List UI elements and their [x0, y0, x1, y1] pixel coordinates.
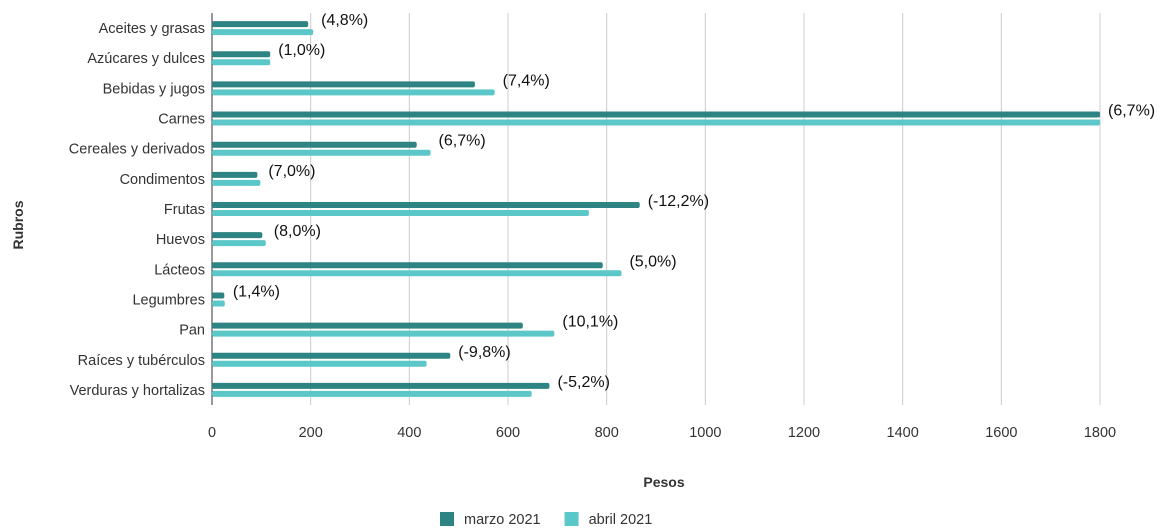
x-tick-label: 400	[397, 425, 421, 441]
x-tick-label: 0	[208, 425, 216, 441]
category-label: Condimentos	[120, 172, 205, 188]
x-tick-label: 1000	[689, 425, 721, 441]
category-label: Cereales y derivados	[69, 142, 205, 158]
bar	[212, 51, 271, 58]
legend: marzo 2021 abril 2021	[440, 512, 652, 528]
legend-swatch	[564, 512, 579, 526]
x-axis-title: Pesos	[643, 474, 684, 490]
x-tick-label: 1800	[1084, 425, 1116, 441]
category-label: Legumbres	[132, 292, 205, 308]
bar	[212, 232, 263, 239]
bar	[212, 149, 431, 156]
category-label: Azúcares y dulces	[87, 51, 205, 67]
data-label: (-5,2%)	[557, 374, 609, 391]
data-label: (6,7%)	[1108, 103, 1155, 120]
category-label: Raíces y tubérculos	[78, 353, 205, 369]
data-label: (7,4%)	[503, 72, 550, 89]
bar	[212, 322, 523, 329]
data-label: (8,0%)	[274, 223, 321, 240]
y-axis-title: Rubros	[10, 200, 26, 249]
category-label: Carnes	[158, 112, 205, 128]
bar	[212, 240, 266, 247]
bar	[212, 390, 532, 397]
data-label: (-9,8%)	[458, 344, 510, 361]
data-label: (4,8%)	[321, 12, 368, 29]
category-label: Pan	[179, 323, 205, 339]
data-label: (10,1%)	[562, 314, 618, 331]
legend-label: abril 2021	[589, 512, 653, 528]
bar	[212, 352, 451, 359]
category-label: Verduras y hortalizas	[70, 383, 205, 399]
bar	[212, 292, 225, 299]
bar	[212, 29, 314, 36]
bar	[212, 262, 603, 269]
bar	[212, 382, 550, 389]
legend-label: marzo 2021	[464, 512, 541, 528]
x-tick-label: 800	[595, 425, 619, 441]
bar	[212, 171, 258, 178]
data-labels: (4,8%) (1,0%) (7,4%) (6,7%) (6,7%) (7,0%) (-12…	[233, 12, 1155, 391]
bar	[212, 202, 640, 208]
bars	[212, 21, 1100, 397]
bar	[212, 21, 309, 28]
gridlines	[211, 13, 1101, 405]
x-tick-label: 600	[496, 425, 520, 441]
x-tick-labels: 0 200 400 600 800 1000 1200 1400 1600 1800	[208, 425, 1116, 441]
bar	[212, 141, 417, 148]
bar	[212, 179, 261, 186]
category-label: Frutas	[164, 202, 205, 218]
bar	[212, 210, 589, 216]
category-label: Aceites y grasas	[99, 21, 205, 37]
bar	[212, 270, 622, 277]
data-label: (-12,2%)	[648, 193, 709, 210]
data-label: (5,0%)	[629, 253, 676, 270]
data-label: (6,7%)	[439, 133, 486, 150]
bar	[212, 119, 1100, 126]
bar	[212, 59, 271, 66]
legend-swatch	[440, 512, 454, 526]
bar	[212, 330, 555, 337]
data-label: (1,0%)	[278, 42, 325, 59]
bar	[212, 89, 495, 96]
x-tick-label: 1600	[985, 425, 1017, 441]
bar	[212, 81, 475, 88]
data-label: (1,4%)	[233, 283, 280, 300]
bar	[212, 300, 225, 307]
data-label: (7,0%)	[268, 163, 315, 180]
x-tick-label: 1200	[788, 425, 820, 441]
bar	[212, 111, 1100, 118]
category-label: Lácteos	[154, 262, 205, 278]
x-tick-label: 1400	[887, 425, 919, 441]
x-tick-label: 200	[299, 425, 323, 441]
category-label: Bebidas y jugos	[103, 81, 205, 97]
category-labels: Aceites y grasas Azúcares y dulces Bebidas…	[69, 21, 205, 399]
bar	[212, 360, 427, 367]
category-label: Huevos	[156, 232, 205, 248]
